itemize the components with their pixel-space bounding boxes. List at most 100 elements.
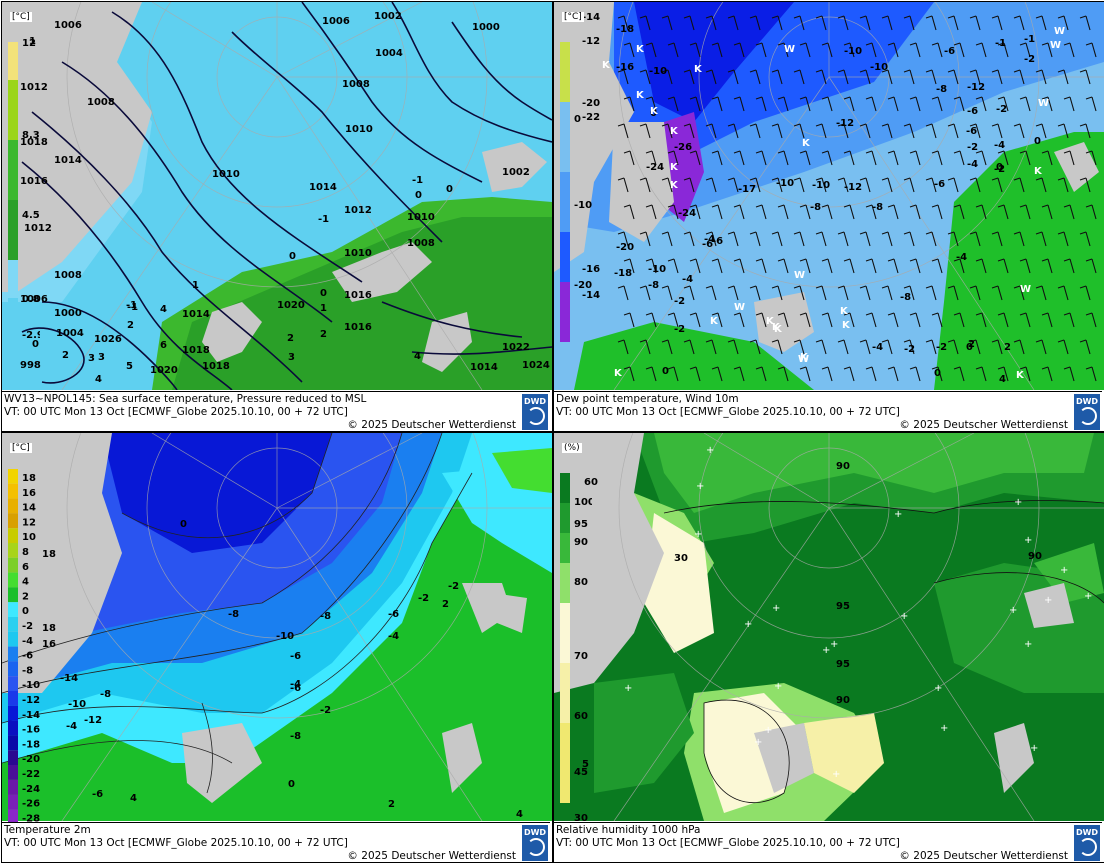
wind-barb-icon <box>799 96 811 112</box>
wind-barb-icon <box>771 177 783 193</box>
dwd-logo-icon[interactable]: DWD <box>522 394 548 430</box>
wind-barb-icon <box>821 150 833 166</box>
value-label: 2 <box>1004 342 1011 353</box>
wind-barb-icon <box>1079 339 1091 355</box>
wind-barb-icon <box>837 177 849 193</box>
wind-barb-icon <box>843 258 855 274</box>
plus-marker-icon: + <box>774 681 782 692</box>
wind-barb-icon <box>821 258 833 274</box>
map-sst-pressure: 1006 1006 1002 1000 1004 1008 1008 1012 1010 1018… <box>2 2 552 390</box>
value-label: -12 <box>844 182 862 193</box>
wind-barb-icon <box>837 339 849 355</box>
value-label: -2 <box>448 581 459 592</box>
wind-barb-icon <box>793 123 805 139</box>
color-legend-dewpoint: 0-10-20-30 [°C] <box>556 12 592 352</box>
dwd-logo-icon[interactable]: DWD <box>1074 394 1100 430</box>
wind-barb-icon <box>727 177 739 193</box>
wind-barb-icon <box>623 150 635 166</box>
wind-barb-icon <box>997 312 1009 328</box>
wind-barb-icon <box>865 312 877 328</box>
wind-barb-icon <box>711 150 723 166</box>
value-label: 0 <box>415 190 422 201</box>
wind-barb-icon <box>1079 177 1091 193</box>
wind-barb-icon <box>837 231 849 247</box>
wind-barb-icon <box>1019 312 1031 328</box>
wind-barb-icon <box>865 258 877 274</box>
wind-barb-icon <box>991 285 1003 301</box>
wind-barb-icon <box>1085 96 1097 112</box>
caption-dewpoint: Dew point temperature, Wind 10m VT: 00 U… <box>554 391 1102 431</box>
value-label: -2 <box>674 296 685 307</box>
wind-barb-icon <box>617 285 629 301</box>
wind-barb-icon <box>771 339 783 355</box>
value-label: -6 <box>92 789 103 800</box>
wind-barb-icon <box>1035 69 1047 85</box>
isobar-label: 1008 <box>407 238 435 249</box>
wind-barb-icon <box>793 69 805 85</box>
isobar-label: 1018 <box>202 361 230 372</box>
wind-barb-icon <box>843 312 855 328</box>
wind-barb-icon <box>925 285 937 301</box>
wind-barb-icon <box>793 177 805 193</box>
value-label: -16 <box>582 264 600 275</box>
wind-barb-icon <box>837 285 849 301</box>
value-label: 90 <box>1028 551 1042 562</box>
wind-barb-icon <box>903 123 915 139</box>
plus-marker-icon: + <box>1024 639 1032 650</box>
wind-barb-icon <box>1079 69 1091 85</box>
wind-barb-icon <box>991 69 1003 85</box>
wind-barb-icon <box>617 15 629 31</box>
value-label: -4 <box>388 631 399 642</box>
wind-barb-icon <box>997 366 1009 382</box>
wind-symbol: K <box>670 126 679 137</box>
wind-symbol: W <box>794 270 805 281</box>
wind-barb-icon <box>953 258 965 274</box>
wind-barb-icon <box>903 69 915 85</box>
wind-barb-icon <box>881 339 893 355</box>
wind-barb-icon <box>1035 285 1047 301</box>
wind-barb-icon <box>1057 69 1069 85</box>
wind-barb-icon <box>727 15 739 31</box>
value-label: 95 <box>836 659 850 670</box>
value-label: -4 <box>872 342 883 353</box>
wind-barb-icon <box>881 177 893 193</box>
wind-barb-icon <box>689 204 701 220</box>
isobar-label: 1000 <box>472 22 500 33</box>
legend-tick: 0 <box>574 114 581 125</box>
wind-barb-icon <box>755 366 767 382</box>
wind-barb-icon <box>947 177 959 193</box>
wind-barb-icon <box>667 96 679 112</box>
wind-barb-icon <box>1063 366 1075 382</box>
legend-tick: -24 <box>22 784 40 795</box>
wind-barb-icon <box>1079 231 1091 247</box>
legend-tick: -26 <box>22 799 40 810</box>
wind-barb-icon <box>645 258 657 274</box>
value-label: 2 <box>388 799 395 810</box>
wind-barb-icon <box>909 366 921 382</box>
dwd-logo-icon[interactable]: DWD <box>522 825 548 861</box>
wind-barb-icon <box>667 258 679 274</box>
legend-tick: -2.9 <box>22 330 40 341</box>
legend-tick: 90 <box>574 537 588 548</box>
plus-marker-icon: + <box>744 619 752 630</box>
value-label: -6 <box>967 106 978 117</box>
wind-barb-icon <box>909 150 921 166</box>
value-label: -1 <box>127 302 138 313</box>
caption-copyright: © 2025 Deutscher Wetterdienst <box>899 419 1068 431</box>
value-label: 4 <box>130 793 137 804</box>
wind-barb-icon <box>667 312 679 328</box>
wind-barb-icon <box>1041 312 1053 328</box>
value-label: -6 <box>966 126 977 137</box>
dwd-logo-icon[interactable]: DWD <box>1074 825 1100 861</box>
wind-barb-icon <box>843 150 855 166</box>
isobar-label: 1024 <box>522 360 550 371</box>
wind-barb-icon <box>865 204 877 220</box>
wind-barb-icon <box>925 69 937 85</box>
value-label: 95 <box>836 601 850 612</box>
wind-barb-icon <box>705 177 717 193</box>
wind-barb-icon <box>887 96 899 112</box>
value-label: -2 <box>904 344 915 355</box>
value-label: -2 <box>674 324 685 335</box>
color-legend-temperature: 18 16 14 12 10 8 6 4 2 0 -2 -4 -6 -8 -10 -12 -14 -16 -18 -2… <box>4 443 40 831</box>
plus-marker-icon: + <box>694 529 702 540</box>
